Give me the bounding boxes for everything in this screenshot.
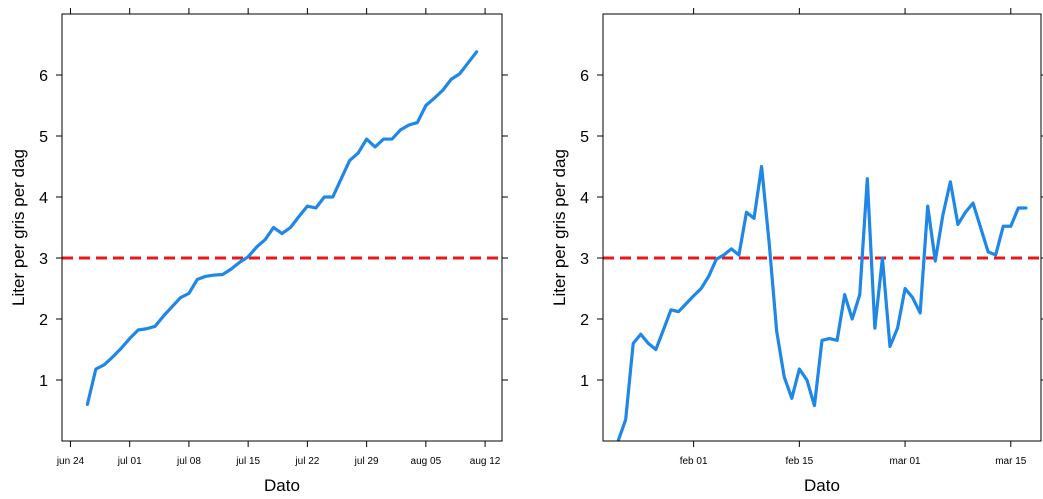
- x-tick-label: aug 05: [411, 456, 442, 467]
- x-tick-label: aug 12: [470, 456, 501, 467]
- x-tick-label: jul 01: [117, 456, 142, 467]
- series-line-1: [85, 50, 479, 406]
- x-axis-title: Dato: [804, 476, 840, 494]
- y-tick-label: 3: [580, 251, 589, 268]
- y-tick-label: 6: [580, 68, 589, 85]
- x-tick-label: jul 22: [294, 456, 319, 467]
- y-tick-label: 2: [39, 312, 48, 329]
- y-tick-label: 2: [580, 312, 589, 329]
- x-tick-label: mar 15: [995, 456, 1027, 467]
- y-tick-label: 4: [39, 190, 48, 207]
- x-axis-title: Dato: [264, 476, 300, 494]
- plot-frame: [602, 13, 1042, 442]
- chart-panel-2: feb 01 feb 15 mar 01 mar 15 1 2 3 4 5 6 Dato Liter …: [550, 8, 1043, 495]
- y-axis-title: Liter per gris per dag: [9, 149, 28, 306]
- y-tick-label: 6: [39, 68, 48, 85]
- x-tick-label: jul 15: [235, 456, 260, 467]
- x-tick-label: jun 24: [56, 456, 85, 467]
- y-tick-label: 5: [580, 129, 589, 146]
- y-tick-label: 1: [39, 373, 48, 390]
- x-tick-label: jul 29: [354, 456, 379, 467]
- y-tick-label: 1: [580, 373, 589, 390]
- x-tick-label: feb 15: [785, 456, 813, 467]
- y-tick-label: 5: [39, 129, 48, 146]
- y-tick-label: 3: [39, 251, 48, 268]
- x-tick-label: mar 01: [890, 456, 922, 467]
- y-tick-label: 4: [580, 190, 589, 207]
- series-line-1: [616, 164, 1028, 441]
- x-tick-label: jul 08: [176, 456, 201, 467]
- x-tick-label: feb 01: [680, 456, 708, 467]
- chart-panel-1: jun 24 jul 01 jul 08 jul 15 jul 22 jul 29 aug …: [9, 8, 508, 495]
- plot-frame: [61, 13, 503, 442]
- y-axis-title: Liter per gris per dag: [550, 149, 569, 306]
